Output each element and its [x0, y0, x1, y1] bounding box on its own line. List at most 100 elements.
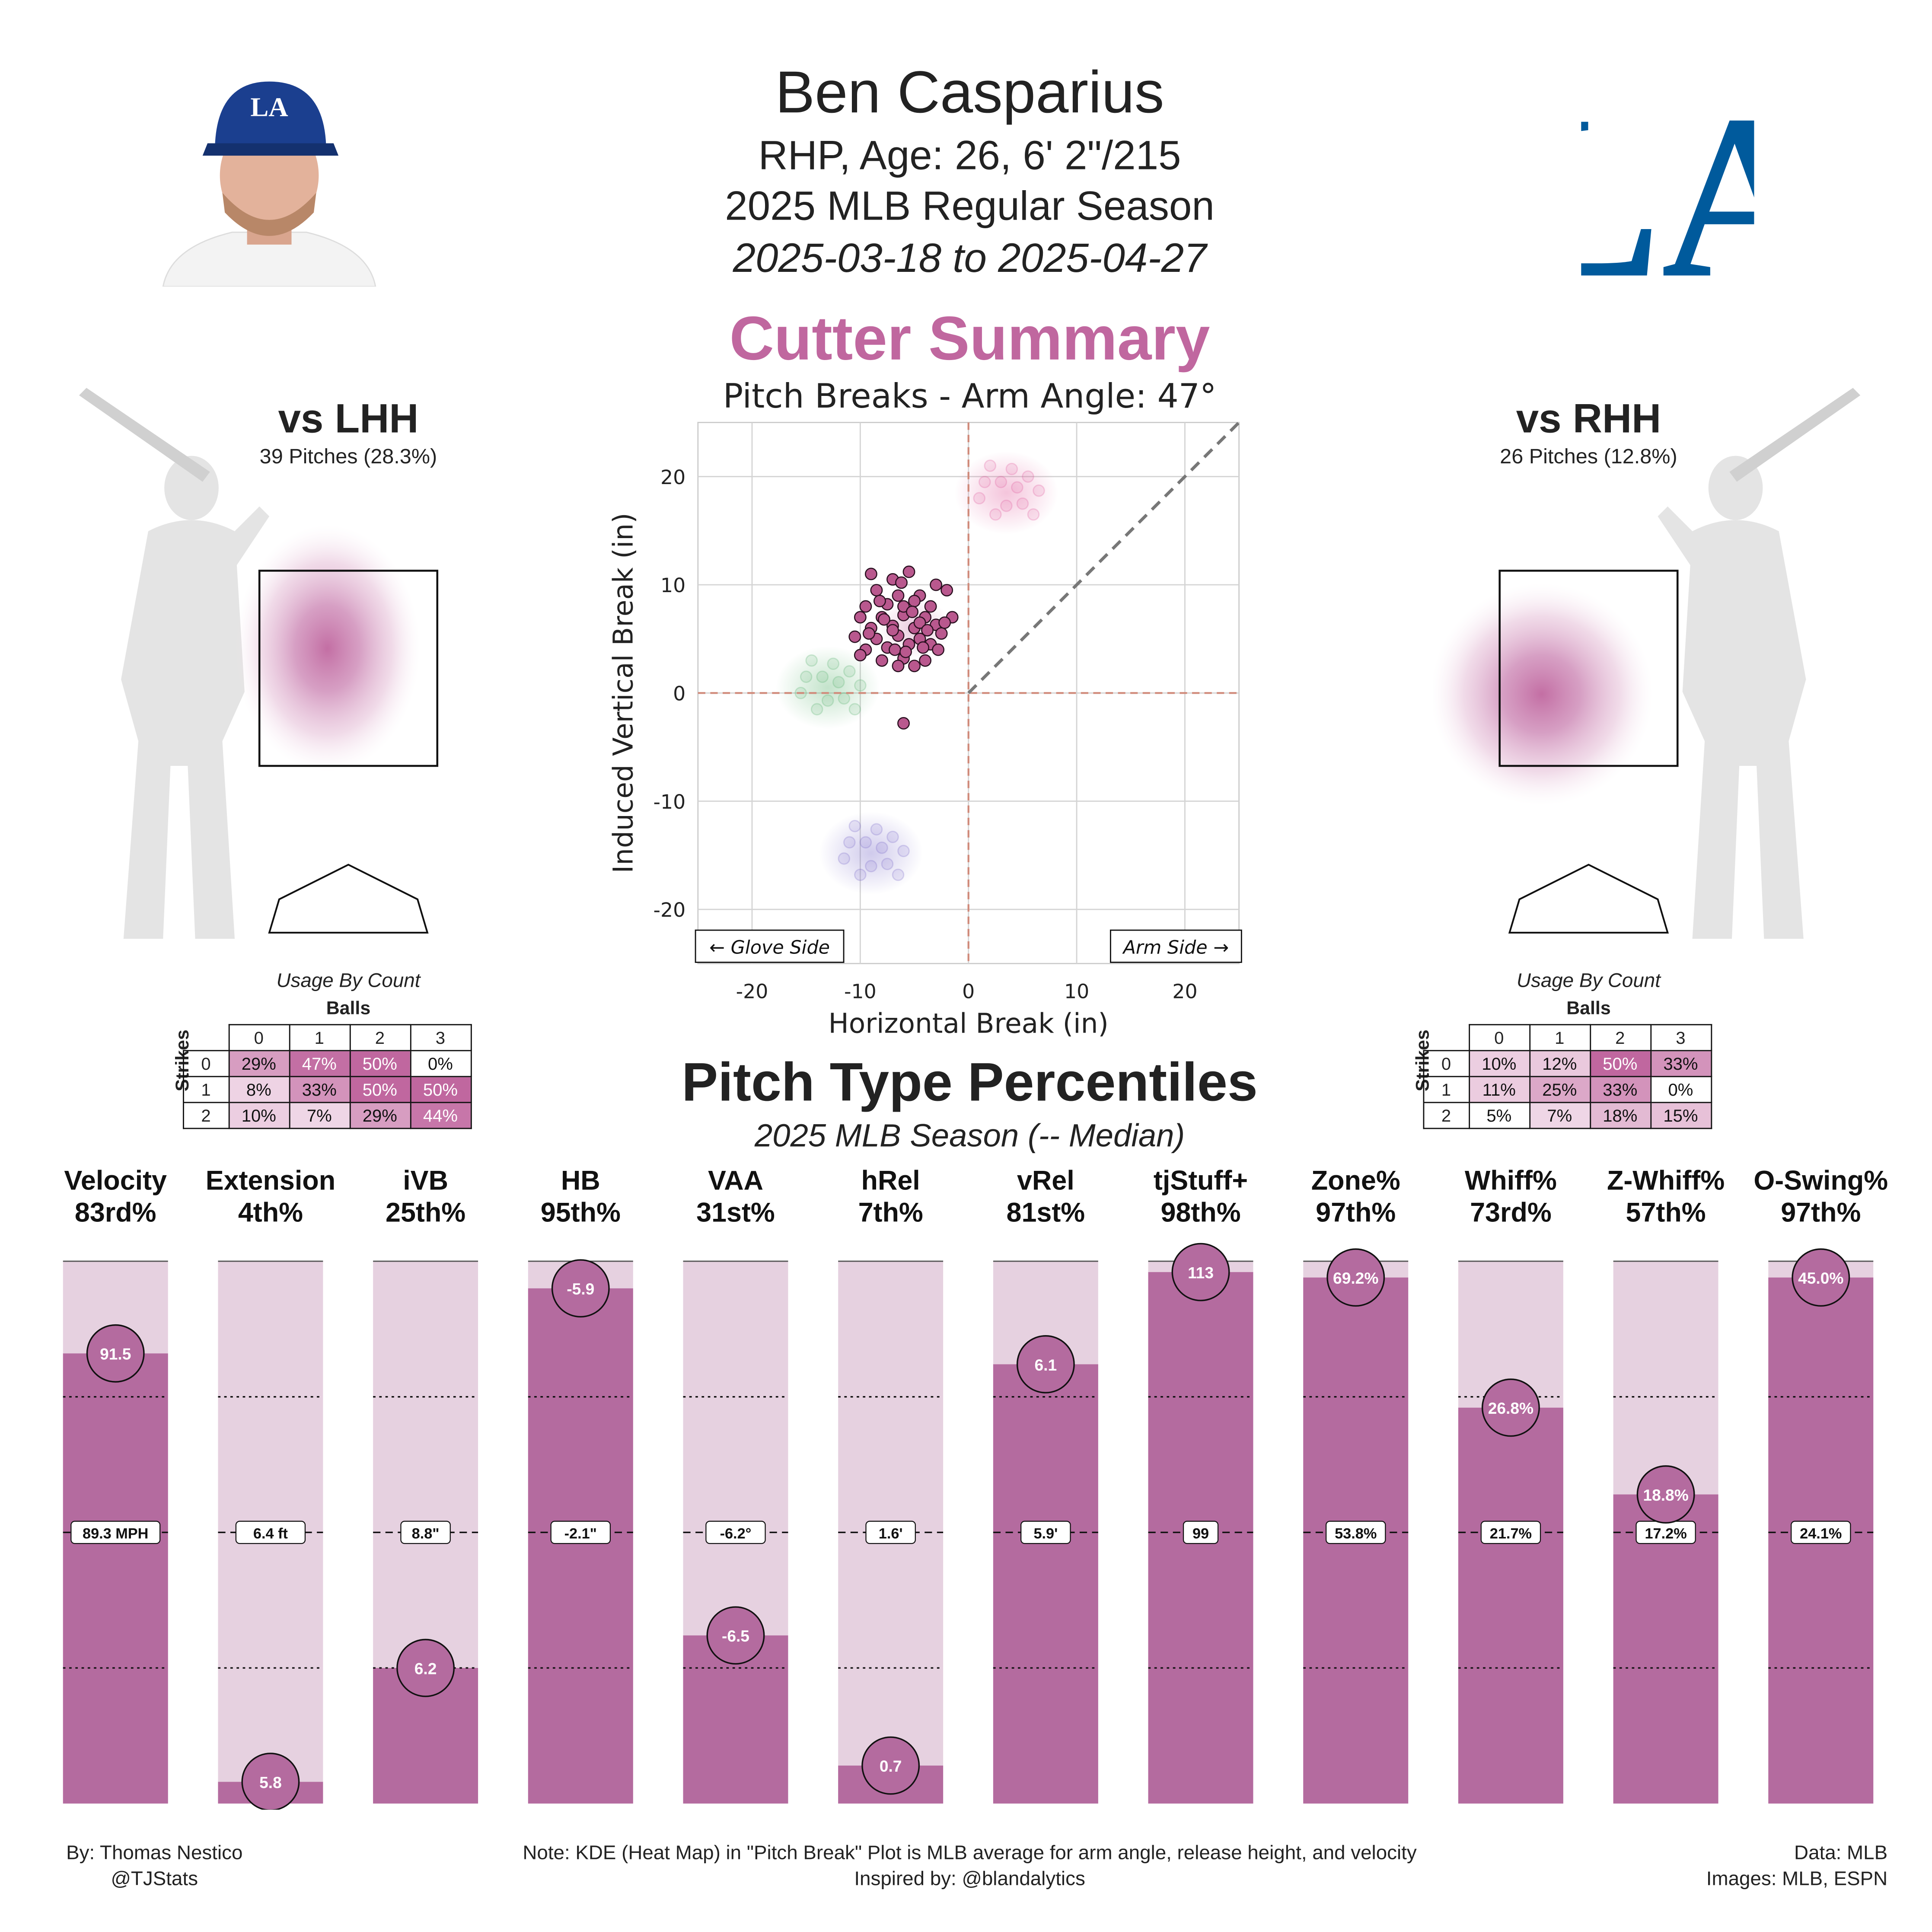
percentile-label: 97th% [1781, 1198, 1861, 1228]
season-label: 2025 MLB Regular Season [725, 182, 1215, 229]
league-point [995, 475, 1007, 488]
metric-name: Zone% [1311, 1165, 1400, 1196]
pitch-breaks-title: Pitch Breaks - Arm Angle: 47° [723, 378, 1217, 417]
median-value-box [705, 1521, 766, 1544]
metric-name: HB [561, 1165, 600, 1196]
glove-side-label: ← Glove Side [709, 937, 830, 958]
author-handle: @TJStats [111, 1869, 198, 1890]
median-value-box [1480, 1521, 1541, 1544]
metric-name: iVB [403, 1165, 448, 1196]
pitch-point [908, 660, 921, 673]
pitch-point [889, 643, 901, 656]
median-value-box [1183, 1521, 1219, 1544]
league-point [897, 845, 910, 858]
pitch-point [862, 627, 875, 640]
pitch-point [864, 567, 877, 580]
pitch-summary-title: Cutter Summary [729, 304, 1210, 373]
strike-row-header: 2 [183, 1102, 230, 1129]
metric-name: VAA [708, 1165, 763, 1196]
value-circle [861, 1736, 920, 1795]
percentile-bar [1458, 1407, 1563, 1804]
league-point [1011, 481, 1023, 494]
pitch-point [906, 606, 918, 618]
percentile-label: 97th% [1316, 1198, 1396, 1228]
metric-value: -5.9 [567, 1280, 594, 1298]
y-tick-label: 10 [660, 574, 685, 597]
usage-cell: 8% [228, 1076, 290, 1103]
data-source: Data: MLB [1794, 1843, 1888, 1864]
cap-logo: LA [250, 92, 288, 122]
x-tick-label: 20 [1172, 980, 1197, 1003]
rhh-zone-panel [1433, 388, 1861, 939]
value-circle [86, 1324, 145, 1383]
percentile-label: 31st% [696, 1198, 775, 1228]
batter-silhouette-rhh [1658, 388, 1861, 939]
pitch-point [859, 600, 872, 613]
pitch-point [930, 578, 943, 591]
ball-col-header: 1 [288, 1024, 351, 1052]
median-value: -2.1" [564, 1526, 597, 1542]
pitch-point [873, 595, 886, 607]
usage-cell: 12% [1528, 1050, 1591, 1078]
strike-zone-lhh [258, 570, 439, 767]
player-bio: RHP, Age: 26, 6' 2"/215 [758, 132, 1181, 178]
median-value-box [550, 1521, 611, 1544]
footer-sources: Data: MLB Images: MLB, ESPN [1643, 1841, 1887, 1893]
vs-rhh-title: vs RHH [1516, 395, 1661, 441]
y-axis-label: Induced Vertical Break (in) [607, 513, 639, 873]
league-point [800, 670, 813, 683]
y-tick-label: 0 [673, 682, 685, 705]
usage-cell: 18% [1589, 1102, 1651, 1129]
pitch-point [848, 630, 861, 643]
league-point [848, 820, 861, 832]
arm-side-label: Arm Side → [1122, 937, 1229, 958]
pitch-point [908, 595, 921, 607]
value-circle [1792, 1248, 1850, 1307]
ball-col-header: 3 [409, 1024, 472, 1052]
value-circle [1636, 1465, 1695, 1524]
value-circle [1171, 1243, 1230, 1301]
ball-col-header: 2 [1589, 1024, 1651, 1052]
strike-row-header: 1 [1423, 1076, 1470, 1103]
league-point [821, 694, 834, 707]
metric-name: Extension [206, 1165, 335, 1196]
usage-cell: 25% [1528, 1076, 1591, 1103]
median-value-box [865, 1521, 916, 1544]
usage-cell: 0% [1649, 1076, 1712, 1103]
league-point [805, 654, 818, 667]
lhh-balls-label: Balls [326, 998, 371, 1019]
x-tick-label: 0 [962, 980, 975, 1003]
value-circle [1326, 1248, 1385, 1307]
median-value-box [70, 1521, 161, 1544]
league-point [848, 703, 861, 716]
league-kde-curveball [819, 811, 923, 895]
metric-value: 18.8% [1643, 1486, 1688, 1504]
team-logo: LA [1581, 68, 1754, 290]
y-tick-label: -10 [654, 791, 686, 813]
league-point [1005, 462, 1018, 475]
percentile-label: 81st% [1006, 1198, 1085, 1228]
median-value: 99 [1192, 1526, 1209, 1542]
value-circle [241, 1753, 300, 1810]
metric-name: Z-Whiff% [1607, 1165, 1725, 1196]
league-point [876, 842, 888, 854]
usage-cell: 5% [1468, 1102, 1530, 1129]
x-tick-label: -10 [844, 980, 877, 1003]
arm-side-box [1109, 929, 1242, 963]
glove-side-box [695, 929, 845, 963]
pitch-point [899, 645, 912, 658]
league-point [886, 831, 899, 843]
batter-silhouette-lhh [79, 388, 270, 939]
league-point [984, 459, 997, 472]
median-value: 21.7% [1490, 1526, 1532, 1542]
strike-row-header: 0 [1423, 1050, 1470, 1078]
pitch-point [877, 613, 890, 626]
footer-credits: By: Thomas Nestico @TJStats [37, 1841, 272, 1893]
x-axis-label: Horizontal Break (in) [828, 1007, 1108, 1039]
metric-name: tjStuff+ [1154, 1165, 1248, 1196]
league-point [838, 692, 851, 705]
percentile-label: 95th% [541, 1198, 621, 1228]
percentile-bar [528, 1288, 633, 1804]
